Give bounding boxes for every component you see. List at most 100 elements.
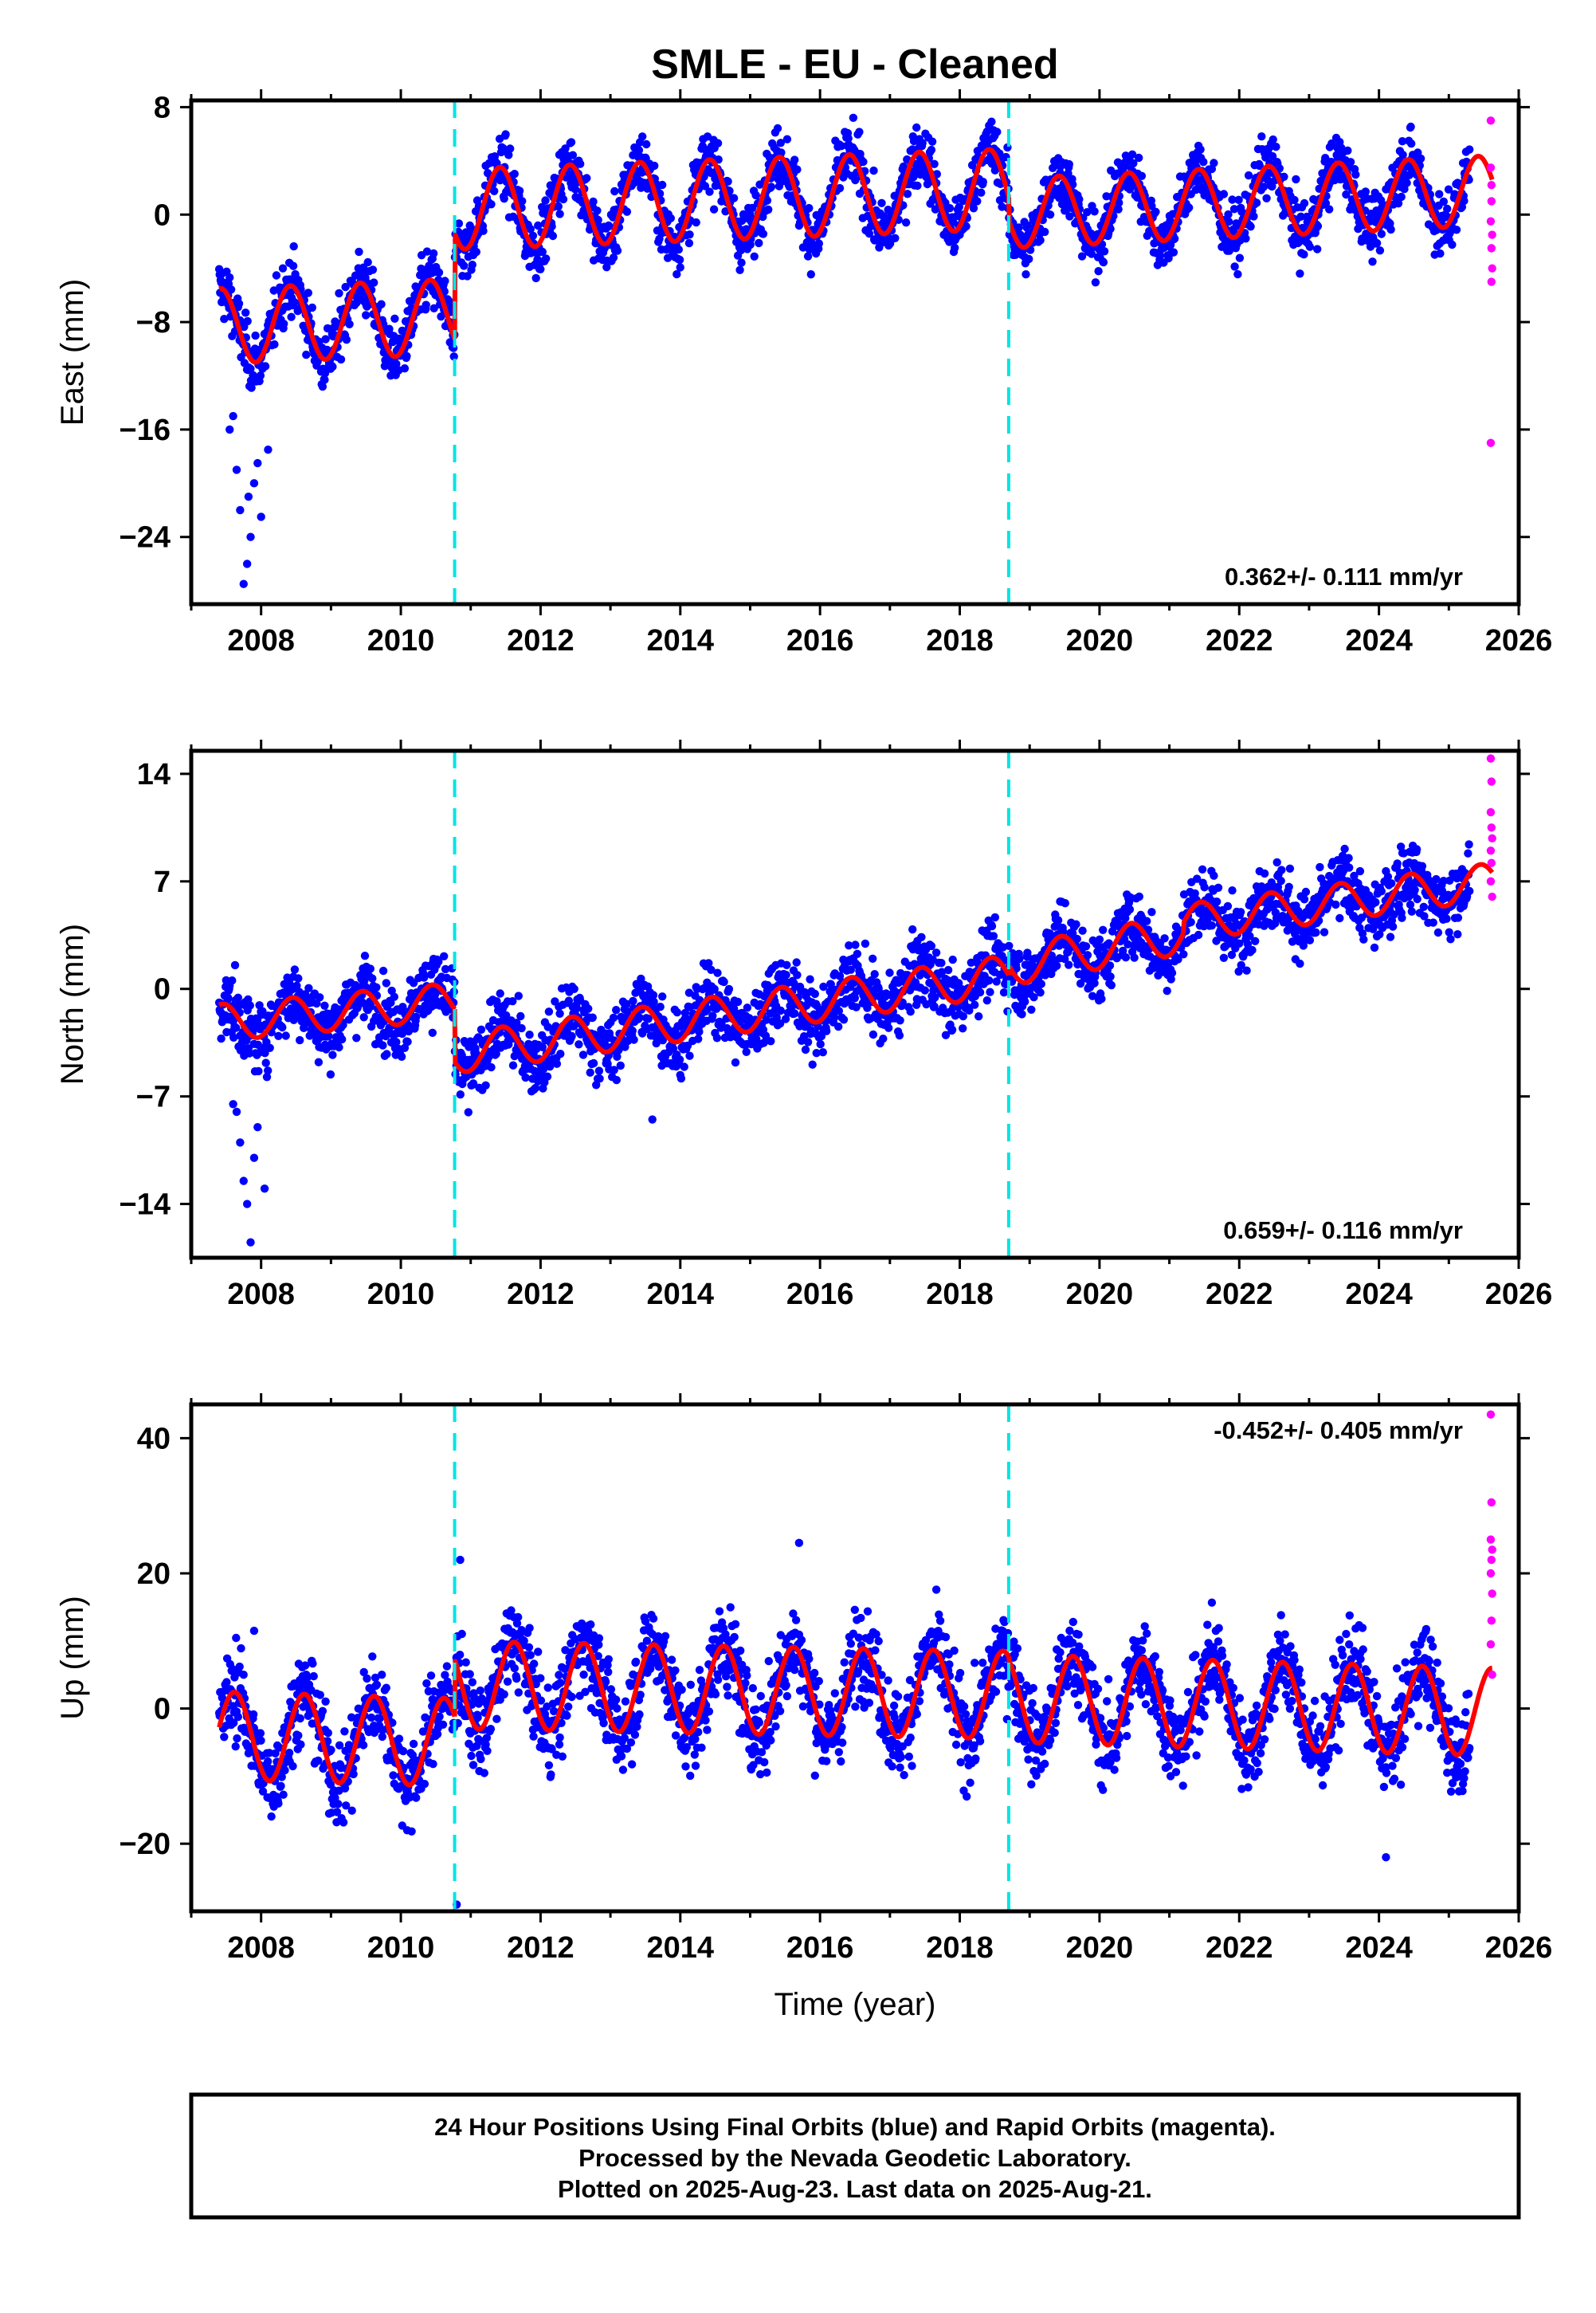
final-orbit-point (782, 960, 791, 970)
final-orbit-point (748, 203, 757, 213)
final-orbit-point (879, 1035, 888, 1043)
final-orbit-outlier (253, 458, 262, 468)
final-orbit-point (1398, 137, 1407, 146)
final-orbit-point (1094, 267, 1103, 276)
final-orbit-point (638, 132, 647, 141)
final-orbit-point (1163, 987, 1171, 995)
final-orbit-point (673, 269, 681, 279)
final-orbit-point (589, 197, 598, 206)
final-orbit-point (959, 1011, 968, 1021)
final-orbit-point (1252, 198, 1261, 207)
final-orbit-point (767, 183, 776, 191)
final-orbit-point (945, 204, 955, 213)
x-tick-label: 2018 (926, 624, 994, 658)
final-orbit-point (409, 979, 418, 988)
final-orbit-point (846, 965, 856, 974)
final-orbit-point (731, 1058, 740, 1067)
final-orbit-point (454, 219, 464, 228)
final-orbit-point (622, 999, 631, 1008)
final-orbit-point (713, 139, 723, 147)
final-orbit-point (1022, 270, 1030, 279)
final-orbit-point (937, 959, 946, 968)
final-orbit-point (870, 970, 879, 979)
final-orbit-point (613, 1052, 622, 1062)
final-orbit-point (1251, 937, 1260, 946)
final-orbit-point (849, 113, 858, 122)
final-orbit-point (543, 1072, 552, 1081)
final-orbit-point (555, 210, 564, 218)
final-orbit-point (629, 1035, 638, 1044)
final-orbit-point (586, 1068, 594, 1077)
data-layer-north (214, 754, 1496, 1247)
final-orbit-point (1460, 196, 1469, 206)
x-tick-label: 2010 (367, 624, 435, 658)
final-orbit-point (1072, 920, 1080, 929)
rate-label: 0.362+/- 0.111 mm/yr (1225, 563, 1463, 591)
final-orbit-point (559, 194, 568, 204)
final-orbit-point (336, 355, 346, 364)
final-orbit-point (225, 273, 234, 282)
final-orbit-point (1242, 966, 1251, 975)
final-orbit-point (428, 1028, 437, 1038)
final-orbit-point (341, 282, 350, 292)
final-orbit-point (1210, 159, 1218, 167)
final-orbit-point (378, 966, 388, 976)
final-orbit-point (539, 1065, 548, 1074)
final-orbit-point (1244, 171, 1253, 180)
final-orbit-point (851, 175, 860, 185)
final-orbit-point (674, 245, 683, 254)
final-orbit-point (1199, 158, 1208, 167)
final-orbit-point (1167, 968, 1177, 977)
final-orbit-point (272, 271, 281, 280)
final-orbit-point (226, 285, 236, 294)
final-orbit-point (1387, 879, 1396, 888)
final-orbit-point (308, 303, 316, 312)
final-orbit-point (429, 304, 438, 312)
final-orbit-point (508, 1061, 518, 1070)
final-orbit-point (552, 1059, 562, 1068)
final-orbit-point (270, 340, 279, 349)
final-orbit-point (422, 300, 430, 309)
final-orbit-point (568, 151, 578, 159)
final-orbit-point (246, 364, 255, 373)
final-orbit-points (214, 840, 1474, 1247)
y-tick-label: 8 (154, 91, 171, 124)
final-orbit-point (869, 166, 878, 175)
final-orbit-point (1386, 225, 1395, 234)
final-orbit-point (556, 1050, 565, 1058)
final-orbit-point (1196, 145, 1205, 154)
final-orbit-point (755, 238, 763, 248)
final-orbit-point (1151, 207, 1160, 216)
final-orbit-point (974, 1012, 983, 1021)
final-orbit-point (516, 1011, 525, 1021)
final-orbit-point (1224, 217, 1233, 226)
final-orbit-point (927, 145, 936, 155)
final-orbit-point (1015, 954, 1024, 964)
final-orbit-point (1053, 916, 1063, 925)
final-orbit-point (903, 190, 912, 198)
final-orbit-point (822, 1027, 831, 1035)
final-orbit-point (931, 948, 941, 957)
final-orbit-point (434, 957, 443, 966)
final-orbit-point (1065, 159, 1074, 169)
final-orbit-point (564, 996, 574, 1005)
final-orbit-point (1041, 227, 1049, 237)
final-orbit-point (1345, 863, 1354, 872)
final-orbit-outlier (246, 532, 255, 541)
final-orbit-point (500, 194, 508, 203)
final-orbit-point (578, 1050, 588, 1059)
final-orbit-point (826, 980, 836, 989)
final-orbit-point (321, 335, 330, 344)
final-orbit-point (610, 1066, 618, 1074)
final-orbit-point (420, 973, 429, 982)
final-orbit-point (714, 155, 723, 164)
final-orbit-point (280, 320, 288, 328)
final-orbit-point (506, 144, 515, 153)
final-orbit-point (290, 965, 300, 974)
final-orbit-point (927, 137, 937, 146)
final-orbit-point (1331, 900, 1340, 909)
final-orbit-point (927, 941, 936, 951)
final-orbit-point (265, 1043, 274, 1053)
final-orbit-point (616, 1061, 625, 1070)
final-orbit-point (793, 971, 802, 980)
